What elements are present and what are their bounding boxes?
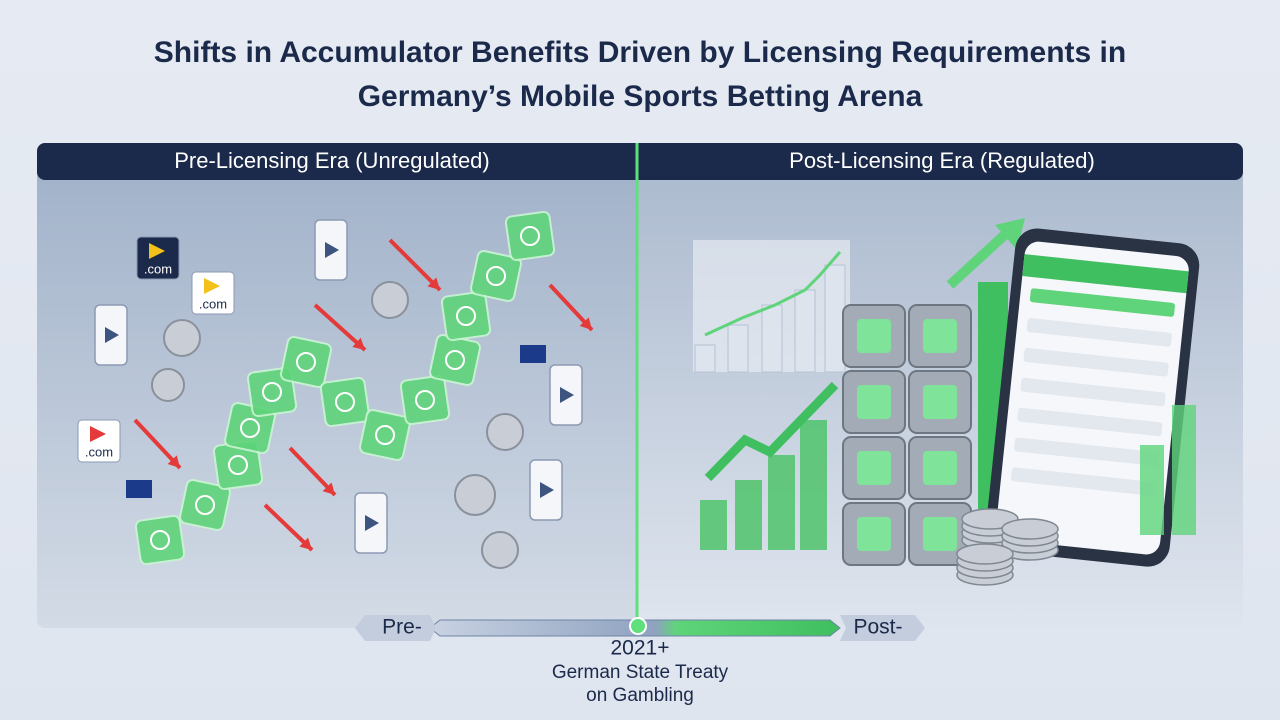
timeline-pre: Pre- xyxy=(382,616,422,639)
green-bar xyxy=(1140,445,1164,535)
coin-stack xyxy=(956,543,1014,565)
cube-face xyxy=(923,451,957,485)
coin xyxy=(486,413,524,451)
cube-face xyxy=(923,385,957,419)
badge-logo xyxy=(149,243,165,259)
green-block xyxy=(280,336,332,388)
play-icon xyxy=(540,482,554,498)
badge-text: .com xyxy=(199,296,227,311)
app-row xyxy=(1011,467,1157,496)
block-icon xyxy=(520,226,540,246)
app-header xyxy=(1022,254,1189,294)
app-row xyxy=(1017,407,1163,437)
play-icon xyxy=(560,387,574,403)
timeline-post: Post- xyxy=(853,616,902,639)
chart-bar xyxy=(761,304,783,373)
green-block xyxy=(429,334,481,386)
badge-text: .com xyxy=(85,444,113,459)
green-bar xyxy=(735,480,762,550)
app-row xyxy=(1020,377,1166,407)
up-arrow xyxy=(946,226,1014,289)
coin-stack xyxy=(961,508,1019,530)
red-arrowhead xyxy=(579,317,592,330)
block-icon xyxy=(150,530,170,550)
block-icon xyxy=(296,352,316,372)
domain-badge xyxy=(136,236,180,280)
cube-face xyxy=(857,385,891,419)
panel-heading: Pre-Licensing Era (Unregulated) xyxy=(174,148,490,173)
block-icon xyxy=(486,266,506,286)
chart-bar xyxy=(794,289,816,373)
play-icon xyxy=(105,327,119,343)
green-block xyxy=(399,374,451,426)
app-row xyxy=(1026,318,1172,347)
panel-heading: Post-Licensing Era (Regulated) xyxy=(789,148,1095,173)
cube-face xyxy=(923,319,957,353)
coin xyxy=(481,531,519,569)
play-icon xyxy=(365,515,379,531)
flag xyxy=(126,480,152,498)
red-arrow xyxy=(388,238,442,292)
domain-badge xyxy=(191,271,235,315)
cube-face xyxy=(857,451,891,485)
block-icon xyxy=(456,306,476,326)
illustration: .com .com .com xyxy=(77,210,1200,586)
red-arrowhead xyxy=(427,277,440,290)
green-block xyxy=(440,290,492,342)
green-block xyxy=(179,479,231,531)
play-icon xyxy=(325,242,339,258)
green-block xyxy=(359,409,411,461)
flag xyxy=(520,345,546,363)
block-icon xyxy=(240,418,260,438)
green-block xyxy=(319,376,371,428)
coin-stack xyxy=(1001,518,1059,540)
header-bar xyxy=(37,143,1243,180)
app-row xyxy=(1023,348,1169,377)
red-arrowhead xyxy=(352,337,365,350)
cube-face xyxy=(857,517,891,551)
red-arrowhead xyxy=(299,537,312,550)
chart-bar xyxy=(727,324,749,373)
green-block xyxy=(470,250,522,302)
timeline-caption: on Gambling xyxy=(586,685,694,706)
block-icon xyxy=(415,390,435,410)
coin xyxy=(163,319,201,357)
app-row xyxy=(1029,288,1175,317)
domain-badge xyxy=(77,419,121,463)
badge-logo xyxy=(204,278,220,294)
coin xyxy=(371,281,409,319)
chart-bar xyxy=(694,344,716,373)
chart-line xyxy=(704,251,842,337)
app-row xyxy=(1014,437,1160,466)
timeline-caption: German State Treaty xyxy=(552,662,729,683)
block-icon xyxy=(445,350,465,370)
block-icon xyxy=(375,425,395,445)
block-icon xyxy=(195,495,215,515)
block-icon xyxy=(262,382,282,402)
cube-face xyxy=(923,517,957,551)
cube-face xyxy=(857,319,891,353)
title: Shifts in Accumulator Benefits Driven by… xyxy=(154,36,1126,69)
red-arrowhead xyxy=(322,482,335,495)
block-icon xyxy=(335,392,355,412)
coin xyxy=(454,474,496,516)
trend-arrow xyxy=(704,381,839,482)
block-icon xyxy=(228,455,248,475)
green-bar xyxy=(700,500,727,550)
green-bar xyxy=(1172,405,1196,535)
coin xyxy=(151,368,185,402)
green-block xyxy=(134,514,186,566)
title: Germany’s Mobile Sports Betting Arena xyxy=(358,80,923,113)
timeline-year: 2021+ xyxy=(611,637,670,660)
red-arrowhead xyxy=(167,455,180,468)
green-bar xyxy=(768,455,795,550)
green-block xyxy=(504,210,556,262)
pre-label-box xyxy=(355,615,436,641)
green-bar xyxy=(800,420,827,550)
timeline-marker xyxy=(629,617,647,635)
post-label-box xyxy=(840,615,925,641)
badge-text: .com xyxy=(144,261,172,276)
badge-logo xyxy=(90,426,106,442)
